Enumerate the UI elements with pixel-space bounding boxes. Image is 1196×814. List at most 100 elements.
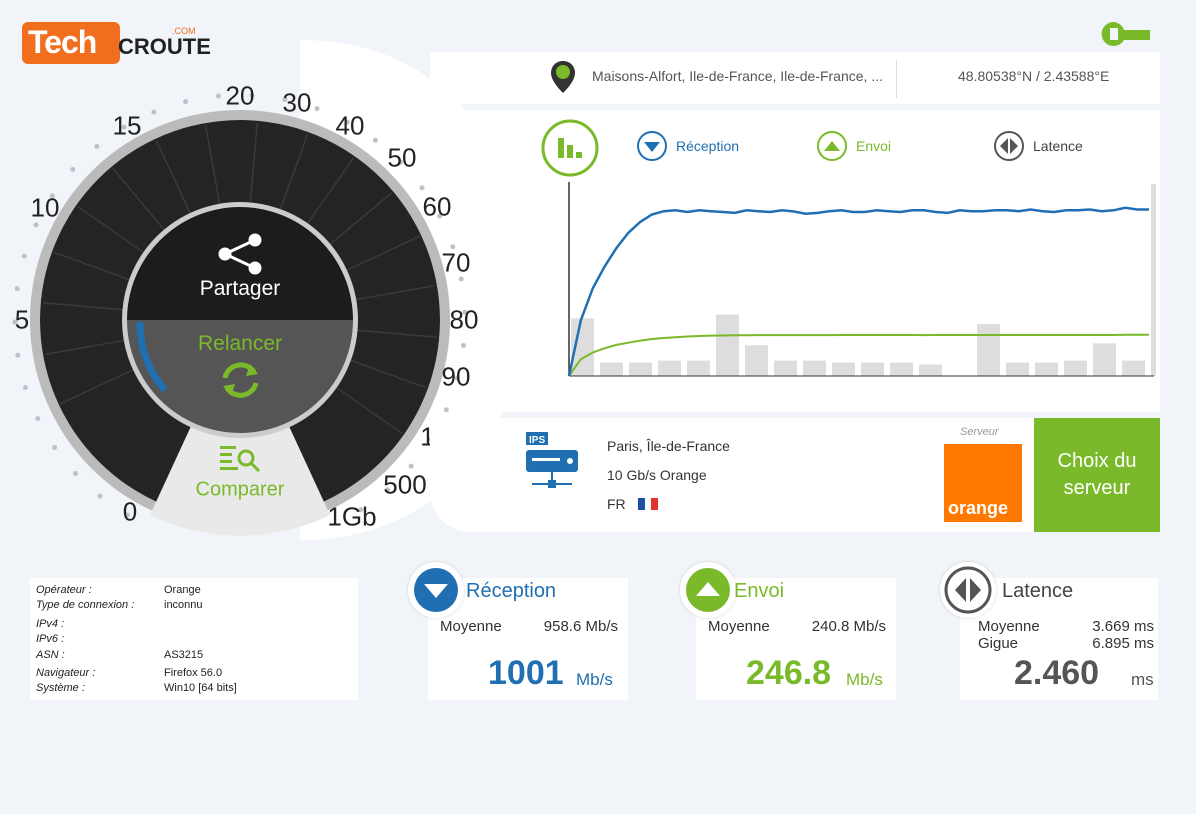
latency-bar bbox=[1035, 362, 1058, 376]
gauge-tick bbox=[215, 93, 221, 99]
location-address: Maisons-Alfort, Ile-de-France, Ile-de-Fr… bbox=[592, 68, 883, 84]
operator-logo-text: orange bbox=[948, 498, 1009, 518]
location-coordinates: 48.80538°N / 2.43588°E bbox=[958, 68, 1110, 84]
latency-title: Latence bbox=[1002, 580, 1074, 602]
upload-arrow-icon bbox=[817, 131, 847, 161]
gauge-scale-label: 15 bbox=[112, 110, 142, 141]
gauge-segment-line bbox=[279, 133, 309, 210]
legend-upload[interactable]: Envoi bbox=[816, 130, 891, 162]
chart-toggle-icon[interactable] bbox=[540, 118, 600, 183]
share-icon bbox=[218, 233, 262, 275]
gauge-scale-label: 70 bbox=[441, 247, 471, 278]
gauge-tick bbox=[49, 193, 55, 199]
gauge-segment-line bbox=[336, 387, 403, 435]
gauge-tick bbox=[52, 444, 58, 450]
gauge-scale-label: 500 bbox=[383, 469, 427, 500]
restart-button[interactable] bbox=[127, 320, 353, 433]
legend-latency[interactable]: Latence bbox=[993, 130, 1083, 162]
info-value: inconnu bbox=[164, 599, 203, 611]
gauge-tick bbox=[450, 244, 456, 250]
gauge-scale-label: 50 bbox=[387, 142, 417, 173]
info-key: Opérateur : bbox=[36, 584, 92, 596]
latency-bar bbox=[861, 362, 884, 376]
gauge-tick bbox=[21, 253, 27, 259]
gauge-tick bbox=[70, 166, 76, 172]
gauge-segment-line bbox=[329, 192, 393, 245]
latency-bar bbox=[629, 362, 652, 376]
compare-label[interactable]: Comparer bbox=[195, 478, 285, 501]
refresh-icon bbox=[222, 362, 259, 398]
gauge-scale-label: 80 bbox=[449, 304, 479, 335]
flag-stripe-blue bbox=[638, 498, 645, 510]
gauge-tick bbox=[15, 352, 21, 358]
upload-card-icon bbox=[680, 562, 736, 618]
logo-badge bbox=[22, 22, 120, 64]
latency-avg-value: 3.669 ms bbox=[1092, 618, 1154, 635]
legend-latency-label: Latence bbox=[1033, 138, 1083, 154]
gauge-tick bbox=[183, 99, 189, 105]
gauge-tick bbox=[33, 222, 39, 228]
gauge-segment-line bbox=[77, 205, 144, 253]
gauge-segment-line bbox=[356, 284, 436, 301]
info-value: Orange bbox=[164, 584, 201, 596]
gauge-tick bbox=[358, 507, 364, 513]
legend-download-label: Réception bbox=[676, 138, 740, 154]
latency-arrows-icon bbox=[994, 131, 1024, 161]
latency-bar bbox=[977, 324, 1000, 376]
gauge-segment-line bbox=[350, 359, 427, 389]
latency-bar bbox=[890, 362, 913, 376]
latency-card-icon bbox=[940, 562, 996, 618]
latency-bar bbox=[716, 314, 739, 376]
choose-server-button[interactable]: Choix du serveur bbox=[1034, 418, 1160, 532]
share-label[interactable]: Partager bbox=[199, 277, 281, 300]
logo-text-second: CROUTE bbox=[118, 34, 211, 59]
gauge-scale-label: 10 bbox=[30, 192, 60, 223]
operator-logo: orange bbox=[944, 444, 1022, 522]
gauge-segment-line bbox=[53, 251, 130, 281]
download-arrow-icon bbox=[637, 131, 667, 161]
gauge-tick bbox=[419, 185, 425, 191]
connection-info: Opérateur : Orange Type de connexion : inco… bbox=[30, 578, 358, 700]
gauge-tick bbox=[249, 92, 255, 98]
latency-bar bbox=[658, 360, 681, 376]
brand-logo[interactable]: Tech CROUTE .COM bbox=[14, 18, 211, 74]
info-key: ASN : bbox=[36, 649, 65, 661]
download-avg-value: 958.6 Mb/s bbox=[543, 618, 618, 635]
upload-unit: Mb/s bbox=[846, 670, 883, 689]
latency-bar bbox=[687, 360, 710, 376]
gauge-segment-line bbox=[307, 157, 355, 224]
speed-chart bbox=[567, 182, 1156, 377]
divider bbox=[896, 60, 897, 98]
gauge-scale-label: 0 bbox=[122, 496, 138, 527]
latency-bar bbox=[803, 360, 826, 376]
legend-download[interactable]: Réception bbox=[636, 130, 739, 162]
gauge-scale-label: 60 bbox=[422, 191, 452, 222]
gauge-tick bbox=[14, 286, 20, 292]
settings-wrench-icon[interactable] bbox=[1100, 18, 1154, 50]
gauge-tick bbox=[385, 487, 391, 493]
gauge-tick bbox=[125, 512, 130, 518]
download-unit: Mb/s bbox=[576, 670, 613, 689]
gauge-tick bbox=[121, 124, 127, 130]
latency-bar bbox=[919, 364, 942, 376]
latency-unit: ms bbox=[1131, 670, 1154, 689]
flag-stripe-white bbox=[644, 498, 652, 510]
gauge-tick bbox=[151, 109, 157, 115]
gauge-segment-line bbox=[44, 339, 124, 356]
latency-bar bbox=[1064, 360, 1087, 376]
gauge-progress-arc bbox=[136, 321, 168, 393]
gauge-tick bbox=[72, 470, 78, 476]
upload-title: Envoi bbox=[734, 580, 785, 602]
legend-upload-label: Envoi bbox=[856, 138, 892, 154]
download-avg-label: Moyenne bbox=[440, 618, 502, 635]
gauge-scale-label: 90 bbox=[441, 361, 471, 392]
latency-card: Latence Moyenne 3.669 ms Gigue 6.895 ms … bbox=[940, 562, 1158, 700]
latency-bar bbox=[745, 345, 768, 376]
gauge-tick bbox=[35, 416, 41, 422]
latency-jitter-value: 6.895 ms bbox=[1092, 635, 1154, 652]
restart-label[interactable]: Relancer bbox=[197, 332, 283, 355]
gauge-scale-label: 5 bbox=[14, 304, 30, 335]
latency-bar bbox=[774, 360, 797, 376]
share-button[interactable] bbox=[127, 207, 353, 320]
compare-search-icon bbox=[220, 446, 261, 473]
